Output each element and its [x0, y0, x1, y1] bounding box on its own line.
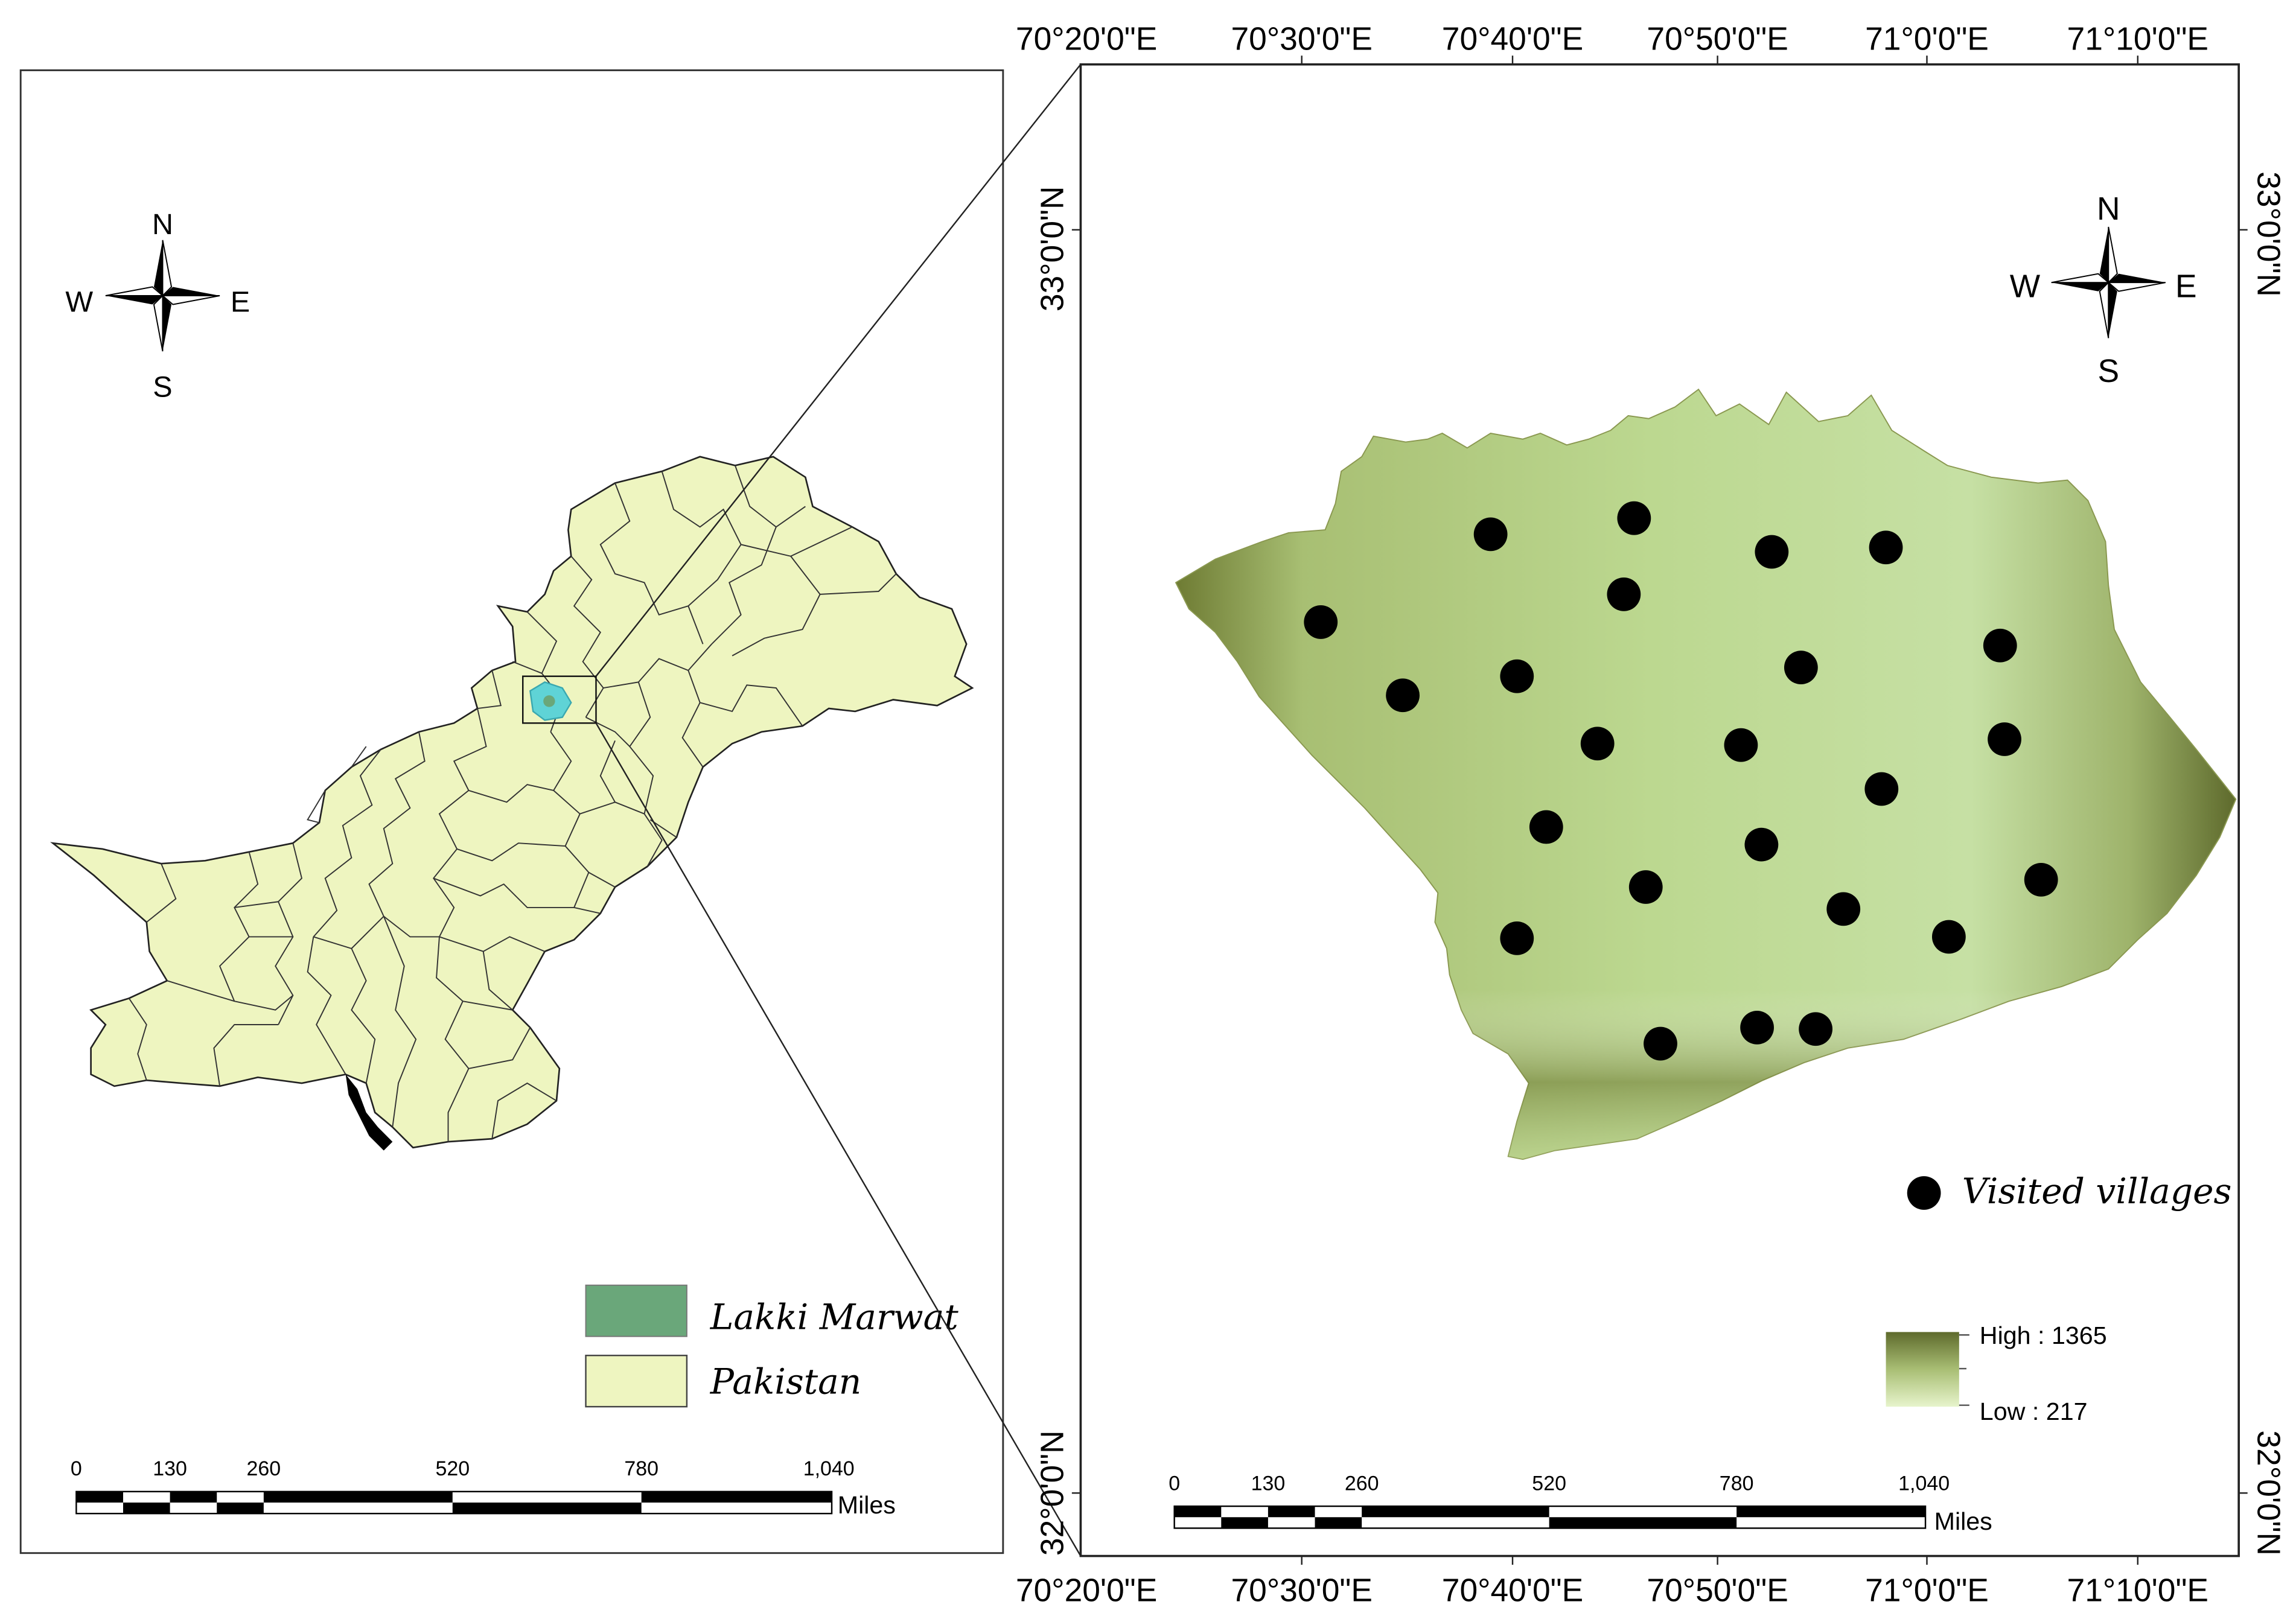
village-marker	[1644, 1026, 1677, 1061]
longitude-ticks	[1071, 56, 2248, 1565]
village-marker	[1617, 501, 1651, 535]
village-marker	[1784, 651, 1818, 685]
scale-tick-label: 0	[1169, 1472, 1180, 1495]
left-scale-bar: 0 130 260 520 780 1,040 Miles	[71, 1457, 896, 1519]
latitude-label: 33°0'0"N	[1035, 186, 1070, 312]
compass-e-label: E	[2175, 269, 2197, 304]
lakki-marwat-extent-box	[522, 675, 597, 724]
village-marker	[2024, 862, 2058, 897]
longitude-label: 70°40'0"E	[1442, 1573, 1583, 1609]
right-map-panel: 70°20'0"E 70°30'0"E 70°40'0"E 70°50'0"E …	[1016, 21, 2286, 1608]
left-legend: Lakki Marwat Pakistan	[585, 1284, 959, 1408]
compass-w-label: W	[65, 286, 93, 319]
village-marker	[1740, 1010, 1774, 1045]
scale-tick-label: 520	[1532, 1472, 1566, 1495]
scale-tick-label: 780	[1720, 1472, 1754, 1495]
elevation-high-label: High : 1365	[1980, 1322, 2107, 1349]
village-marker	[1988, 722, 2021, 756]
scale-tick-label: 0	[71, 1457, 82, 1480]
legend-label-lakki: Lakki Marwat	[710, 1297, 959, 1338]
village-legend-label: Visited villages	[1962, 1171, 2232, 1212]
pakistan-outline	[50, 456, 974, 1149]
lakki-marwat-center	[543, 695, 555, 707]
village-marker	[1799, 1012, 1833, 1046]
karachi-coast	[345, 1074, 393, 1151]
compass-n-label: N	[152, 208, 173, 241]
longitude-label: 70°50'0"E	[1647, 1573, 1788, 1609]
longitude-labels-bottom: 70°20'0"E 70°30'0"E 70°40'0"E 70°50'0"E …	[1016, 1573, 2208, 1609]
village-marker	[1500, 659, 1534, 693]
longitude-label: 71°0'0"E	[1865, 1573, 1989, 1609]
village-marker	[1826, 892, 1861, 926]
longitude-label: 71°10'0"E	[2067, 21, 2208, 57]
village-marker	[1744, 827, 1779, 862]
lakki-marwat-elevation-map	[1175, 388, 2237, 1160]
scale-tick-label: 780	[624, 1457, 659, 1480]
left-map-panel: N S E W	[19, 69, 1004, 1554]
villages-legend: Visited villages	[1907, 1171, 2232, 1212]
compass-e-label: E	[231, 286, 250, 319]
scale-tick-label: 520	[435, 1457, 470, 1480]
elevation-ramp	[1886, 1332, 1959, 1407]
village-marker	[1724, 728, 1758, 762]
longitude-label: 70°20'0"E	[1016, 1573, 1157, 1609]
village-legend-dot	[1907, 1176, 1941, 1210]
longitude-label: 70°50'0"E	[1647, 21, 1788, 57]
longitude-label: 70°20'0"E	[1016, 21, 1157, 57]
scale-unit-label: Miles	[838, 1491, 896, 1519]
scale-tick-label: 260	[247, 1457, 281, 1480]
village-marker	[1580, 727, 1615, 761]
scale-tick-label: 260	[1345, 1472, 1379, 1495]
visited-villages-layer	[1304, 501, 2058, 1061]
pakistan-map	[50, 456, 974, 1151]
legend-swatch-lakki	[585, 1284, 687, 1337]
village-marker	[1864, 772, 1899, 806]
village-marker	[1607, 577, 1641, 611]
compass-s-label: S	[2097, 354, 2119, 389]
longitude-label: 71°0'0"E	[1865, 21, 1989, 57]
compass-s-label: S	[153, 371, 172, 403]
longitude-label: 71°10'0"E	[2067, 1573, 2208, 1609]
zoom-connector-lines	[595, 63, 1082, 1557]
village-marker	[1386, 678, 1420, 713]
village-marker	[1755, 535, 1789, 569]
village-marker	[1500, 921, 1534, 955]
longitude-label: 70°30'0"E	[1231, 1573, 1372, 1609]
longitude-label: 70°30'0"E	[1231, 21, 1372, 57]
elevation-low-label: Low : 217	[1980, 1398, 2088, 1425]
elevation-legend: High : 1365 Low : 217	[1886, 1322, 2107, 1425]
legend-swatch-pakistan	[585, 1355, 688, 1408]
scale-unit-label: Miles	[1934, 1507, 1992, 1535]
village-marker	[1529, 810, 1563, 844]
village-marker	[1473, 517, 1508, 552]
scale-tick-label: 1,040	[803, 1457, 855, 1480]
latitude-label: 32°0'0"N	[2251, 1430, 2286, 1556]
longitude-label: 70°40'0"E	[1442, 21, 1583, 57]
district-southern-ridge	[1176, 389, 2236, 1160]
scale-tick-label: 130	[153, 1457, 187, 1480]
scale-tick-label: 1,040	[1898, 1472, 1950, 1495]
latitude-label: 32°0'0"N	[1035, 1430, 1070, 1556]
legend-label-pakistan: Pakistan	[710, 1361, 862, 1402]
latitude-labels: 33°0'0"N 32°0'0"N 33°0'0"N 32°0'0"N	[1035, 171, 2286, 1556]
compass-n-label: N	[2097, 191, 2120, 227]
latitude-label: 33°0'0"N	[2251, 171, 2286, 297]
village-marker	[1931, 920, 1966, 954]
village-marker	[1304, 605, 1338, 639]
scale-tick-label: 130	[1251, 1472, 1286, 1495]
compass-w-label: W	[2010, 269, 2041, 304]
village-marker	[1869, 530, 1903, 565]
village-marker	[1983, 628, 2017, 663]
longitude-labels-top: 70°20'0"E 70°30'0"E 70°40'0"E 70°50'0"E …	[1016, 21, 2208, 57]
village-marker	[1628, 870, 1663, 904]
compass-icon: N S E W	[2010, 191, 2197, 389]
right-scale-bar: 0 130 260 520 780 1,040 Miles	[1169, 1472, 1992, 1535]
compass-icon: N S E W	[65, 208, 250, 403]
